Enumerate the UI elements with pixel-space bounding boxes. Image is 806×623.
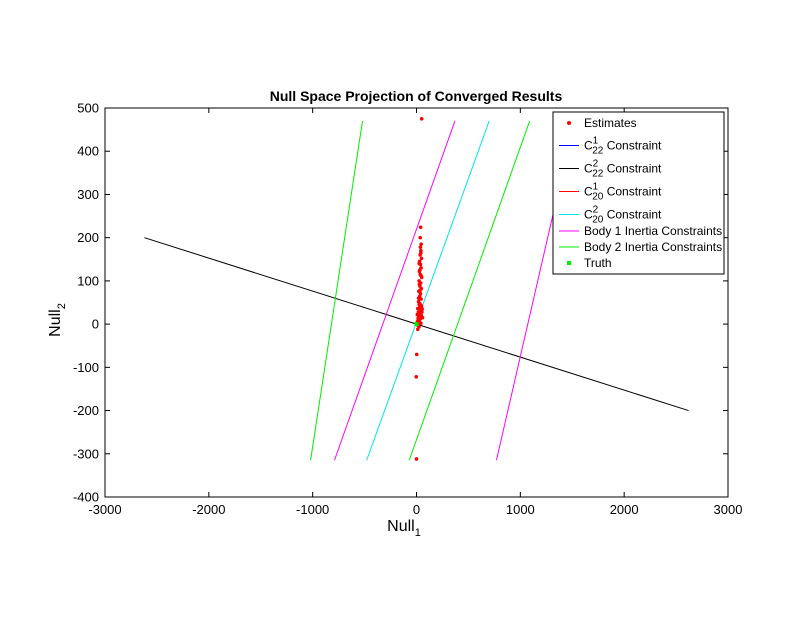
body1-line: [495, 202, 557, 461]
x-tick-label: -2000: [192, 502, 225, 517]
legend-label: C2 22 Constraint: [584, 159, 662, 180]
body2-line: [408, 120, 531, 461]
legend-item-c20_1: C1 20 Constraint: [559, 182, 662, 203]
y-tick-label: 100: [77, 273, 99, 288]
legend-label: Body 2 Inertia Constraints: [584, 240, 722, 254]
y-axis-label-base: Null: [47, 309, 64, 337]
estimate-point: [414, 457, 419, 461]
estimate-point: [418, 268, 422, 272]
estimate-point: [418, 225, 423, 230]
legend-label: Estimates: [584, 116, 637, 130]
legend-swatch-dot: [567, 121, 571, 125]
y-tick-label: 0: [92, 317, 99, 332]
legend-label: C1 20 Constraint: [584, 182, 662, 203]
body1-line: [334, 120, 456, 461]
estimate-point: [420, 307, 425, 311]
estimate-point: [414, 352, 419, 357]
estimate-point: [419, 321, 423, 326]
estimate-point: [415, 312, 420, 317]
x-tick-label: 1000: [506, 502, 535, 517]
x-axis-label-sub: 1: [415, 527, 421, 539]
estimate-point: [415, 306, 420, 311]
legend-label: C2 20 Constraint: [584, 205, 662, 226]
estimate-point: [414, 375, 419, 379]
y-tick-label: -400: [73, 490, 99, 505]
y-tick-label: 400: [77, 144, 99, 159]
estimate-point: [418, 235, 423, 240]
y-tick-label: -200: [73, 403, 99, 418]
estimate-point: [416, 296, 421, 300]
y-tick-label: 500: [77, 101, 99, 116]
legend-item-body2: Body 2 Inertia Constraints: [559, 240, 722, 254]
estimate-point: [419, 117, 424, 121]
y-axis-label: Null2: [47, 303, 68, 337]
estimate-point: [415, 327, 420, 332]
legend-box: [552, 111, 725, 275]
y-tick-label: 200: [77, 230, 99, 245]
x-tick-label: 0: [413, 502, 420, 517]
legend-item-c22_2: C2 22 Constraint: [559, 159, 662, 180]
truth-marker: [414, 322, 419, 327]
legend-label: Body 1 Inertia Constraints: [584, 224, 722, 238]
legend-item-c22_1: C1 22 Constraint: [559, 136, 662, 157]
estimate-point: [419, 256, 424, 261]
c20_2-line: [366, 120, 490, 461]
estimate-point: [420, 315, 425, 320]
x-tick-label: 2000: [610, 502, 639, 517]
legend-label: C1 22 Constraint: [584, 136, 662, 157]
estimate-point: [417, 261, 421, 266]
legend-item-estimates: Estimates: [567, 116, 637, 130]
estimate-point: [419, 242, 423, 246]
chart-title: Null Space Projection of Converged Resul…: [270, 88, 563, 104]
y-tick-label: -300: [73, 446, 99, 461]
legend-item-truth: Truth: [567, 256, 612, 270]
estimate-point: [418, 245, 423, 249]
x-tick-label: -1000: [296, 502, 329, 517]
x-axis-label-base: Null: [387, 518, 415, 535]
legend-item-body1: Body 1 Inertia Constraints: [559, 224, 722, 238]
x-axis-label: Null1: [387, 518, 421, 539]
y-tick-label: -100: [73, 360, 99, 375]
x-tick-label: -3000: [88, 502, 121, 517]
x-tick-label: 3000: [714, 502, 743, 517]
estimate-point: [417, 282, 422, 287]
legend-swatch-square: [567, 261, 571, 265]
estimate-point: [420, 310, 424, 314]
legend-label: Truth: [584, 256, 612, 270]
estimate-point: [419, 273, 423, 278]
body2-line: [310, 120, 364, 461]
legend-item-c20_2: C2 20 Constraint: [559, 205, 662, 226]
y-tick-label: 300: [77, 187, 99, 202]
estimate-point: [419, 250, 423, 255]
y-axis-label-sub: 2: [56, 303, 68, 309]
estimate-point: [418, 288, 422, 293]
estimate-point: [417, 302, 421, 307]
